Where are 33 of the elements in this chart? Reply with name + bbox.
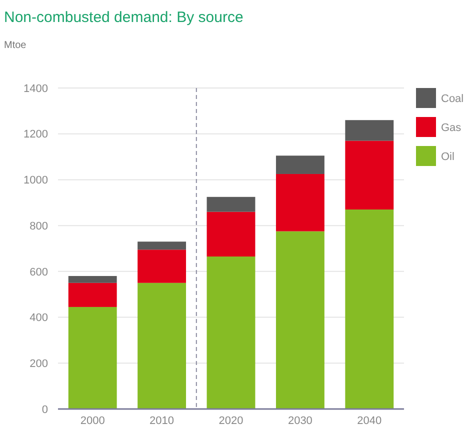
bar <box>276 174 324 232</box>
bar <box>276 156 324 174</box>
bar <box>345 120 394 141</box>
bar <box>206 196 256 212</box>
y-tick-label: 600 <box>30 266 48 278</box>
bar <box>138 250 186 283</box>
y-tick-label: 1200 <box>24 128 48 141</box>
y-tick-label: 400 <box>30 312 48 324</box>
bar <box>68 282 117 307</box>
bar <box>276 231 324 409</box>
bar <box>68 306 117 409</box>
bar <box>206 212 256 257</box>
y-tick-label: 800 <box>30 220 48 232</box>
bar <box>138 282 186 409</box>
x-tick-label: 2040 <box>357 415 382 427</box>
bar <box>68 276 117 283</box>
x-tick-label: 2030 <box>288 415 312 427</box>
y-tick-label: 0 <box>42 404 48 416</box>
bar <box>345 210 394 409</box>
y-tick-label: 1000 <box>24 174 48 187</box>
y-tick-label: 1400 <box>24 82 48 95</box>
x-tick-label: 2020 <box>218 415 244 427</box>
x-tick-label: 2000 <box>80 415 105 427</box>
y-axis-title: Mtoe <box>4 40 27 51</box>
chart-title: Non-combusted demand: By source <box>4 9 244 26</box>
legend-label: Oil <box>441 150 454 163</box>
bar <box>345 140 394 210</box>
x-tick-label: 2010 <box>150 415 174 427</box>
legend-label: Gas <box>441 122 462 134</box>
y-tick-label: 200 <box>30 358 48 370</box>
legend-label: Coal <box>441 92 464 105</box>
bar <box>138 242 186 250</box>
bar <box>206 256 256 409</box>
